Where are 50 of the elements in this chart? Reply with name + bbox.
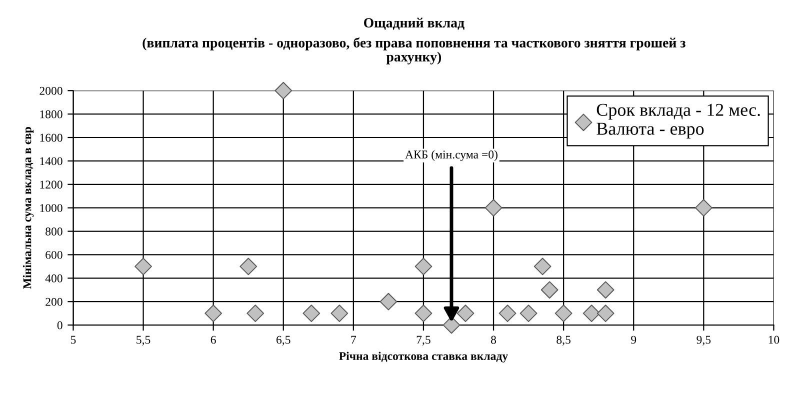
point [134,258,152,276]
point [582,304,600,322]
point [204,304,222,322]
x-tick-label: 5,5 [136,336,150,346]
point [596,281,614,299]
y-tick-label: 0 [57,321,62,330]
y-tick-label: 600 [46,250,62,259]
point [380,292,398,310]
x-tick-label: 7 [351,336,356,344]
chart-subtitle: (виплата процентів - одноразово, без права поповнення та часткового зняття грошей з рахунку) [142,37,686,64]
annotation: АКБ (мін.сума =0) [405,150,498,161]
point [456,304,474,322]
point [302,304,320,322]
y-axis-title: Мінімальна сума вклада в євр [22,127,34,289]
point [520,304,538,322]
x-tick-label: 6 [210,336,216,344]
y-tick-label: 1200 [40,180,62,189]
y-tick-label: 1800 [40,110,62,118]
legend-label: Срок вклада - 12 мес. Валюта - евро [596,104,760,139]
y-tick-label: 1600 [40,134,62,142]
chart-title: Ощадний вклад [364,18,464,30]
point [240,258,258,276]
x-tick-label: 9,5 [696,336,711,346]
point [694,199,712,217]
x-tick-label: 7,5 [416,336,430,346]
point [246,304,264,322]
point [554,304,572,322]
y-tick-label: 400 [45,274,62,282]
x-tick-label: 8 [491,336,496,344]
y-tick-label: 1000 [40,204,62,212]
x-axis-title: Річна відсоткова ставка вкладу [339,352,508,362]
point [498,304,516,322]
y-tick-label: 800 [46,228,62,236]
point [274,82,292,100]
point [540,281,558,299]
point [534,258,552,276]
y-tick-label: 1400 [40,157,62,166]
x-tick-label: 8,5 [556,336,570,346]
x-tick-label: 9 [631,336,636,344]
x-tick-label: 10 [768,336,780,344]
point [596,304,614,322]
y-tick-label: 200 [46,298,62,306]
x-tick-label: 5 [70,336,76,344]
point [330,304,348,322]
y-tick-label: 2000 [40,86,62,95]
x-tick-label: 6,5 [276,336,290,346]
point [484,199,502,217]
point [414,258,432,276]
point [442,316,460,334]
point [414,304,432,322]
